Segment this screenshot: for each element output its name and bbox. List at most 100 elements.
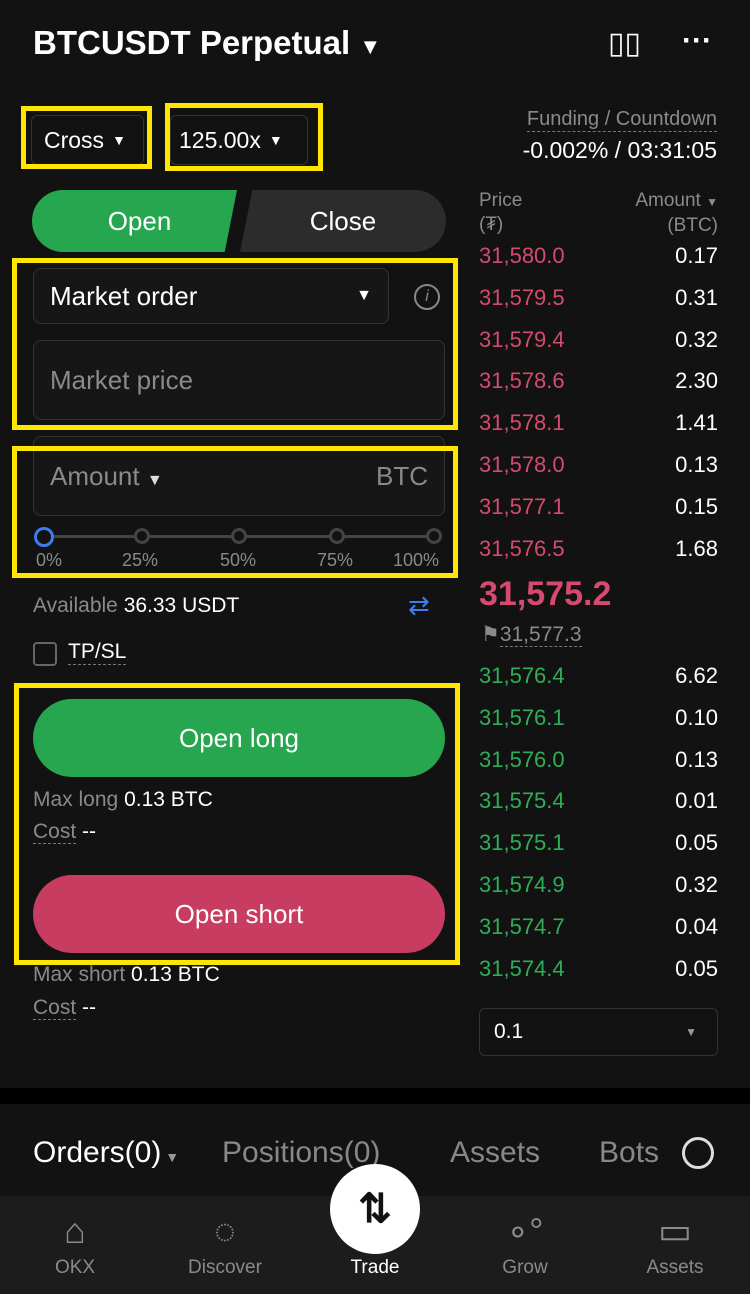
available-row: Available 36.33 USDT xyxy=(33,594,239,618)
bid-row[interactable]: 31,576.1 0.10 xyxy=(479,705,718,731)
amount: 0.01 xyxy=(675,788,718,814)
leverage-select[interactable]: 125.00x ▼ xyxy=(170,115,308,165)
slider-stop[interactable] xyxy=(134,528,150,544)
slider-stop[interactable] xyxy=(329,528,345,544)
ask-row[interactable]: 31,578.1 1.41 xyxy=(479,410,718,436)
tab-orders[interactable]: Orders(0) ▼ xyxy=(33,1136,180,1169)
grow-icon: ∘° xyxy=(506,1210,544,1251)
tab-bots[interactable]: Bots xyxy=(599,1136,660,1169)
slider-stop[interactable] xyxy=(426,528,442,544)
wallet-icon: ▭ xyxy=(657,1210,692,1251)
candlestick-icon[interactable]: ▯▯ xyxy=(608,27,642,60)
home-icon: ⌂ xyxy=(64,1210,86,1251)
amount: 0.05 xyxy=(675,830,718,856)
amount: 0.32 xyxy=(675,326,718,352)
transfer-icon[interactable]: ⇄ xyxy=(408,590,430,620)
amount: 0.13 xyxy=(675,746,718,772)
slider-stop[interactable] xyxy=(231,528,247,544)
open-long-button[interactable]: Open long xyxy=(33,699,445,777)
amount: 0.10 xyxy=(675,704,718,730)
amount-header[interactable]: Amount ▼ (BTC) xyxy=(635,190,718,236)
chevron-down-icon: ▼ xyxy=(685,1025,697,1039)
tab-close-label: Close xyxy=(309,205,377,236)
tpsl-checkbox[interactable] xyxy=(33,642,57,666)
price: 31,574.4 xyxy=(479,955,565,981)
bid-row[interactable]: 31,576.0 0.13 xyxy=(479,747,718,773)
open-short-button[interactable]: Open short xyxy=(33,875,445,953)
last-price: 31,575.2 xyxy=(479,575,612,613)
tab-positions[interactable]: Positions(0) xyxy=(222,1136,381,1169)
tab-assets[interactable]: Assets xyxy=(450,1136,541,1169)
trade-icon[interactable]: ⇅ xyxy=(330,1164,420,1254)
discover-icon: ◌ xyxy=(214,1210,236,1251)
order-type-value: Market order xyxy=(50,280,198,311)
nav-grow[interactable]: ∘° Grow xyxy=(450,1205,600,1279)
chevron-down-icon: ▼ xyxy=(268,132,283,148)
ask-row[interactable]: 31,578.6 2.30 xyxy=(479,368,718,394)
open-long-label: Open long xyxy=(179,722,299,753)
depth-select[interactable]: 0.1 ▼ xyxy=(479,1008,718,1056)
available-value: 36.33 USDT xyxy=(123,594,240,617)
tpsl-label[interactable]: TP/SL xyxy=(68,640,127,665)
amount: 0.31 xyxy=(675,284,718,310)
amount-unit: BTC xyxy=(376,460,428,491)
amount: 0.17 xyxy=(675,243,718,268)
slider-handle[interactable] xyxy=(34,527,54,547)
chevron-down-icon: ▼ xyxy=(359,34,382,59)
price: 31,579.4 xyxy=(479,326,565,352)
amount: 1.41 xyxy=(675,410,718,436)
slider-mark: 25% xyxy=(122,550,159,570)
history-icon[interactable] xyxy=(682,1137,714,1169)
nav-trade[interactable]: Trade xyxy=(350,1257,400,1278)
funding-label[interactable]: Funding / Countdown xyxy=(526,108,717,132)
ask-row[interactable]: 31,579.4 0.32 xyxy=(479,327,718,353)
ask-row[interactable]: 31,579.5 0.31 xyxy=(479,285,718,311)
amount: 0.13 xyxy=(675,452,718,477)
bid-row[interactable]: 31,574.9 0.32 xyxy=(479,872,718,898)
nav-okx[interactable]: ⌂ OKX xyxy=(0,1205,150,1279)
amount: 0.05 xyxy=(675,955,718,981)
max-short: Max short 0.13 BTC xyxy=(33,963,220,986)
ask-row[interactable]: 31,577.1 0.15 xyxy=(479,494,718,520)
price: 31,575.4 xyxy=(479,788,565,814)
price: 31,576.1 xyxy=(479,704,565,730)
available-label: Available xyxy=(33,594,118,617)
ask-row[interactable]: 31,578.0 0.13 xyxy=(479,452,718,478)
leverage-value: 125.00x xyxy=(179,126,261,153)
amount-input[interactable]: Amount ▼ BTC xyxy=(33,436,445,516)
nav-discover[interactable]: ◌ Discover xyxy=(150,1205,300,1279)
price-header: Price (₮) xyxy=(479,190,523,235)
bid-row[interactable]: 31,574.7 0.04 xyxy=(479,914,718,940)
bid-row[interactable]: 31,574.4 0.05 xyxy=(479,956,718,982)
bid-row[interactable]: 31,576.4 6.62 xyxy=(479,663,718,689)
price-placeholder: Market price xyxy=(50,364,194,395)
tab-open-label: Open xyxy=(107,205,172,236)
margin-mode-select[interactable]: Cross ▼ xyxy=(31,115,144,165)
ask-row[interactable]: 31,576.5 1.68 xyxy=(479,536,718,562)
bid-row[interactable]: 31,575.1 0.05 xyxy=(479,830,718,856)
price: 31,578.1 xyxy=(479,410,565,436)
price: 31,579.5 xyxy=(479,284,565,310)
amount: 1.68 xyxy=(675,535,718,561)
open-short-label: Open short xyxy=(174,898,304,929)
divider xyxy=(0,1088,750,1104)
bid-row[interactable]: 31,575.4 0.01 xyxy=(479,788,718,814)
price: 31,576.0 xyxy=(479,746,565,772)
ask-row[interactable]: 31,580.0 0.17 xyxy=(479,243,718,269)
info-icon[interactable]: i xyxy=(414,284,440,310)
price: 31,574.9 xyxy=(479,872,565,897)
price-input[interactable]: Market price xyxy=(33,340,445,420)
order-type-select[interactable]: Market order ▼ xyxy=(33,268,389,324)
tab-close[interactable]: Close xyxy=(240,190,446,252)
amount: 0.32 xyxy=(675,872,718,897)
page-title[interactable]: BTCUSDT Perpetual ▼ xyxy=(33,24,381,62)
price: 31,577.1 xyxy=(479,493,565,519)
mark-price: ⚑31,577.3 xyxy=(481,623,582,647)
price: 31,574.7 xyxy=(479,913,565,939)
more-icon[interactable]: ··· xyxy=(682,24,712,57)
long-cost: Cost -- xyxy=(33,820,97,844)
tab-open[interactable]: Open xyxy=(32,190,237,252)
price: 31,578.0 xyxy=(479,452,565,477)
nav-assets[interactable]: ▭ Assets xyxy=(600,1205,750,1279)
amount: 2.30 xyxy=(675,368,718,394)
